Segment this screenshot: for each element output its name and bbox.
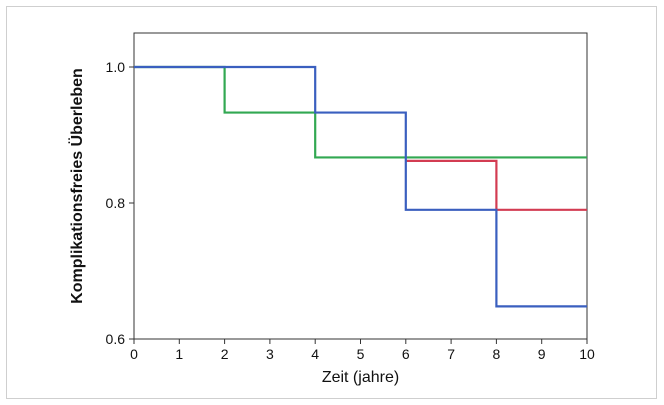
series-group — [134, 65, 587, 308]
series-line-3 — [134, 65, 587, 308]
x-axis-title: Zeit (jahre) — [322, 369, 399, 386]
plot-area — [133, 32, 588, 340]
x-axis: 0 1 2 3 4 5 6 7 8 9 10 — [130, 339, 595, 362]
x-tick-label: 3 — [266, 346, 274, 362]
x-tick-label: 10 — [579, 346, 595, 362]
y-axis-title: Komplikationsfreies Überleben — [67, 68, 86, 304]
x-tick-label: 5 — [357, 346, 365, 362]
x-tick-label: 0 — [130, 346, 138, 362]
x-tick-label: 2 — [221, 346, 229, 362]
x-tick-label: 7 — [447, 346, 455, 362]
plot-border — [133, 32, 588, 340]
x-tick-label: 6 — [402, 346, 410, 362]
x-tick-label: 9 — [538, 346, 546, 362]
y-tick-label: 1.0 — [106, 59, 126, 75]
series-line-2 — [405, 159, 587, 211]
chart-frame — [6, 6, 657, 399]
y-tick-label: 0.6 — [106, 331, 126, 347]
y-tick-label: 0.8 — [106, 195, 126, 211]
x-tick-label: 8 — [493, 346, 501, 362]
y-axis: 0.6 0.8 1.0 — [106, 59, 134, 347]
x-tick-label: 4 — [311, 346, 319, 362]
x-tick-label: 1 — [175, 346, 183, 362]
